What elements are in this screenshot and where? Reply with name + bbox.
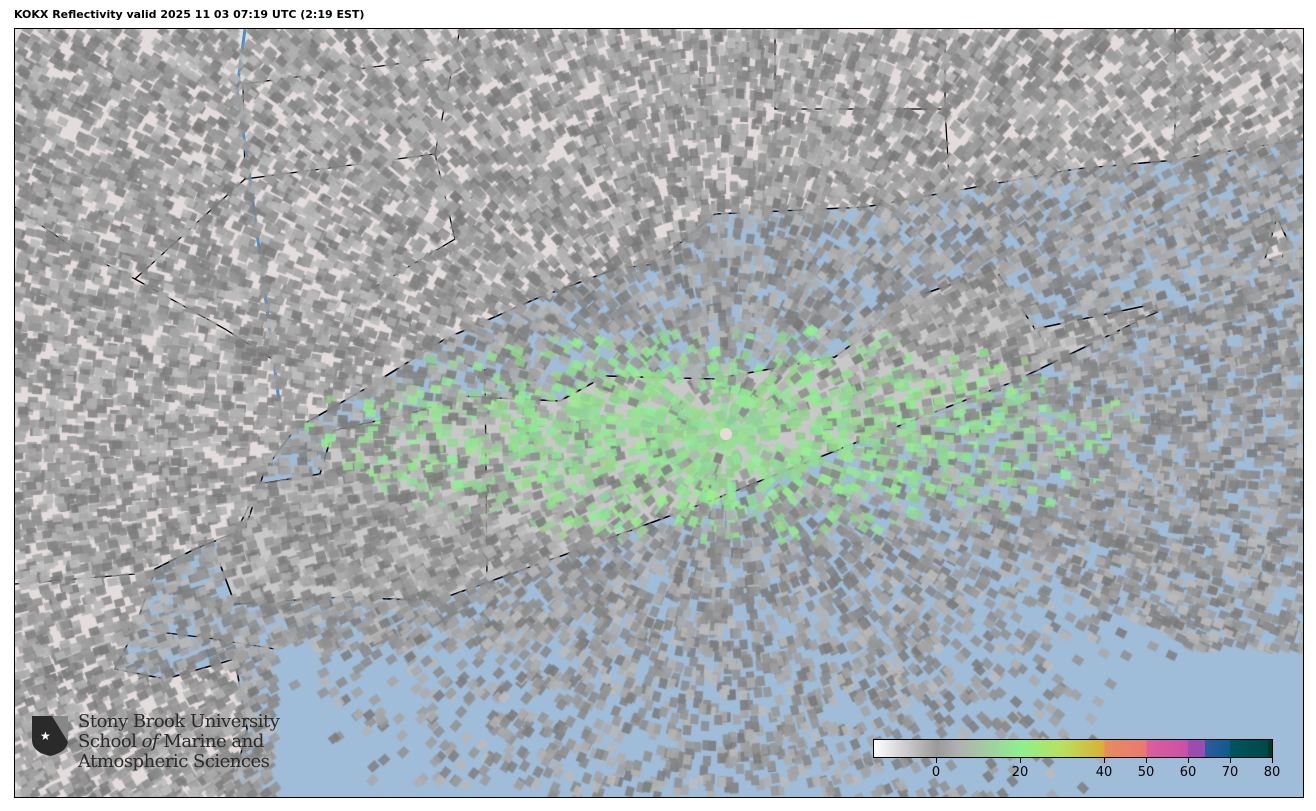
colorbar-tick-label: 20: [1011, 765, 1029, 780]
sbu-somas-logo: ★ Stony Brook University School of Marin…: [30, 711, 280, 772]
colorbar: [873, 739, 1273, 758]
colorbar-tick-label: 0: [931, 765, 941, 780]
colorbar-tick: [936, 758, 937, 763]
colorbar-tick-label: 50: [1137, 765, 1155, 780]
colorbar-tick-label: 80: [1263, 765, 1281, 780]
logo-line-3: Atmospheric Sciences: [78, 751, 270, 772]
shield-star-icon: ★: [32, 716, 68, 756]
reflectivity-layer: [15, 29, 1303, 797]
svg-text:★: ★: [40, 729, 51, 743]
colorbar-tick: [1230, 758, 1231, 763]
colorbar-tick-label: 70: [1221, 765, 1239, 780]
colorbar-tick: [1104, 758, 1105, 763]
logo-line-1: Stony Brook University: [78, 711, 280, 732]
map-title: KOKX Reflectivity valid 2025 11 03 07:19…: [14, 8, 365, 21]
logo-line-2: School of Marine and: [78, 731, 264, 752]
colorbar-tick: [1146, 758, 1147, 763]
colorbar-tick-label: 60: [1179, 765, 1197, 780]
colorbar-tick: [1020, 758, 1021, 763]
colorbar-tick: [1272, 758, 1273, 763]
colorbar-tick-label: 40: [1095, 765, 1113, 780]
radar-map[interactable]: [14, 28, 1304, 798]
colorbar-tick: [1188, 758, 1189, 763]
